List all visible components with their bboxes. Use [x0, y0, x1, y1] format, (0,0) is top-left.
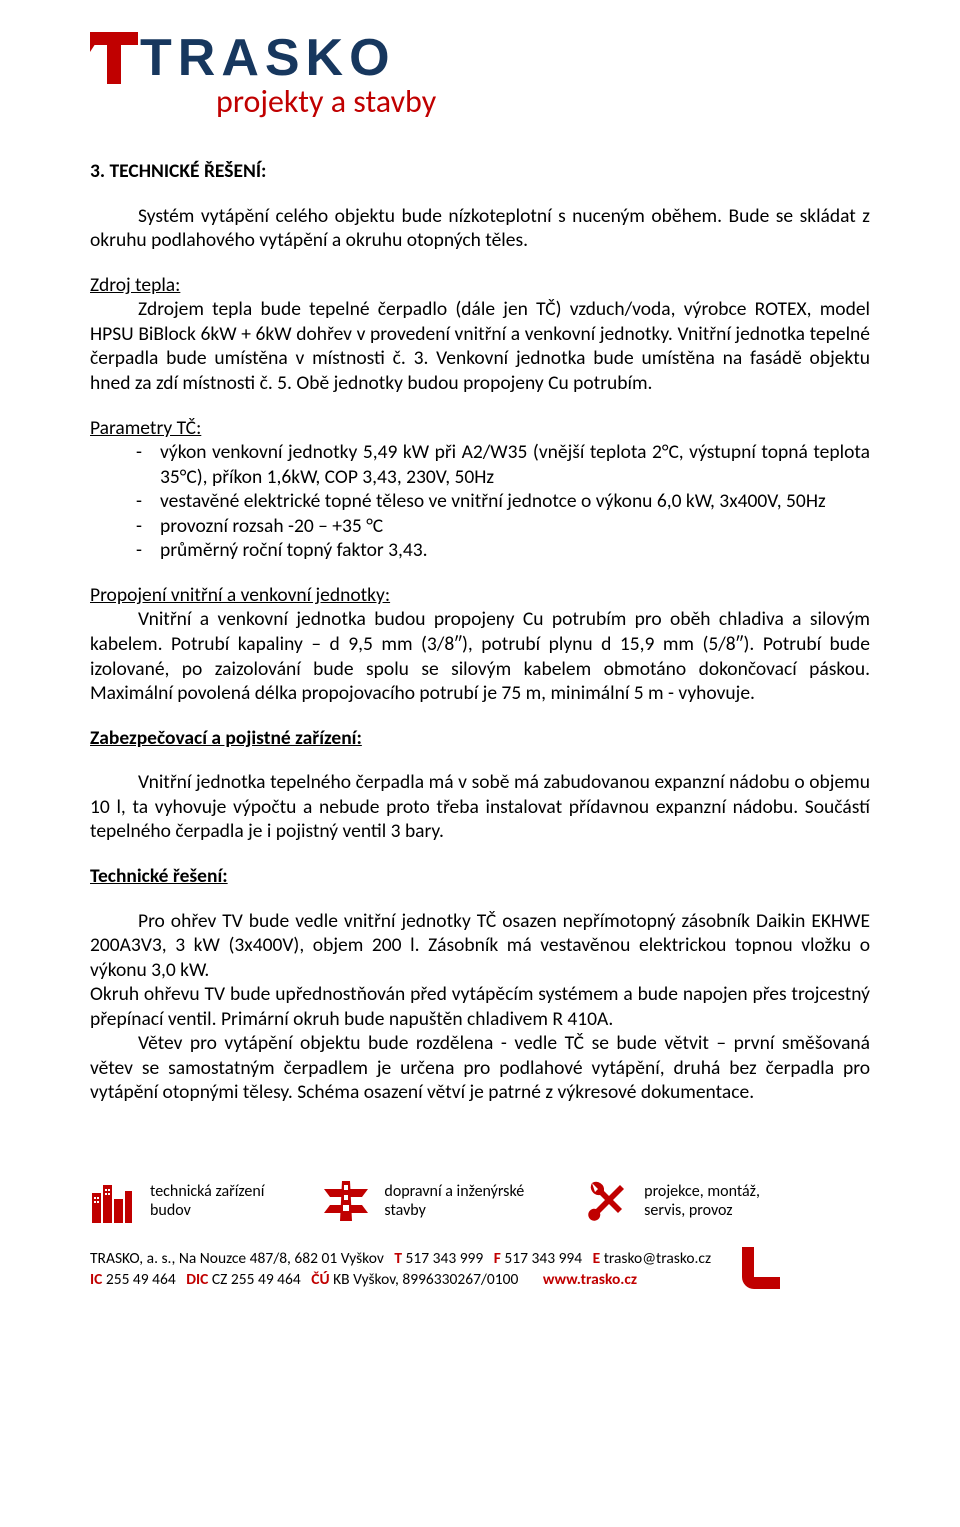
zdroj-label-text: Zdroj tepla: [90, 273, 180, 297]
heading-3: 3. TECHNICKÉ ŘEŠENÍ: [90, 159, 870, 184]
company-name: TRASKO, a. s. [90, 1249, 171, 1268]
propojeni-text: Vnitřní a venkovní jednotka budou propoj… [90, 607, 870, 705]
logo-tagline: projekty a stavby [216, 82, 870, 121]
header-logo: TRASKO projekty a stavby [90, 0, 870, 129]
list-item: průměrný roční topný faktor 3,43. [160, 538, 870, 563]
footer-col-line: servis, provoz [644, 1201, 760, 1220]
zabezpecovaci-label: Zabezpečovací a pojistné zařízení: [90, 726, 870, 751]
list-item: provozní rozsah -20 – +35 °C [160, 514, 870, 539]
footer-col-2-text: dopravní a inženýrské stavby [384, 1182, 524, 1220]
footer-col-1-text: technická zařízení budov [150, 1182, 264, 1220]
technicke-label-text: Technické řešení: [90, 864, 228, 888]
road-icon [324, 1179, 368, 1223]
propojeni-label: Propojení vnitřní a venkovní jednotky: [90, 583, 870, 608]
parametry-label-text: Parametry TČ: [90, 416, 201, 440]
footer-col-line: dopravní a inženýrské [384, 1182, 524, 1201]
list-item: vestavěné elektrické topné těleso ve vni… [160, 489, 870, 514]
footer-col-line: stavby [384, 1201, 524, 1220]
cu-value: KB Vyškov, 8996330267/0100 [333, 1270, 518, 1289]
footer-col-2: dopravní a inženýrské stavby [324, 1179, 524, 1223]
fax-value: 517 343 994 [504, 1249, 582, 1268]
building-icon [90, 1179, 134, 1223]
footer-col-line: projekce, montáž, [644, 1182, 760, 1201]
zabezpecovaci-text: Vnitřní jednotka tepelného čerpadla má v… [90, 770, 870, 844]
technicke-p2: Okruh ohřevu TV bude upřednostňován před… [90, 982, 870, 1031]
company-addr: , Na Nouzce 487/8, 682 01 Vyškov [171, 1249, 383, 1268]
technicke-p3: Větev pro vytápění objektu bude rozdělen… [90, 1031, 870, 1105]
zabezpecovaci-label-text: Zabezpečovací a pojistné zařízení: [90, 726, 362, 750]
footer-col-line: technická zařízení [150, 1182, 264, 1201]
zdroj-text: Zdrojem tepla bude tepelné čerpadlo (dál… [90, 297, 870, 395]
zdroj-label: Zdroj tepla: [90, 273, 870, 298]
footer-col-line: budov [150, 1201, 264, 1220]
propojeni-label-text: Propojení vnitřní a venkovní jednotky: [90, 583, 390, 607]
footer: technická zařízení budov [90, 1179, 870, 1291]
fax-label: F [494, 1249, 501, 1268]
tel-value: 517 343 999 [406, 1249, 484, 1268]
tel-label: T [394, 1249, 402, 1268]
logo-t-icon [90, 32, 138, 84]
ic-label: IC [90, 1270, 102, 1289]
technicke-label: Technické řešení: [90, 864, 870, 889]
tools-icon [584, 1179, 628, 1223]
parametry-label: Parametry TČ: [90, 416, 870, 441]
corner-mark-icon [736, 1247, 780, 1291]
logo-text: TRASKO [140, 28, 396, 88]
list-item: výkon venkovní jednotky 5,49 kW při A2/W… [160, 440, 870, 489]
dic-value: CZ 255 49 464 [212, 1270, 301, 1289]
email-label: E [593, 1249, 601, 1268]
technicke-p1: Pro ohřev TV bude vedle vnitřní jednotky… [90, 909, 870, 983]
web-value: www.trasko.cz [543, 1270, 637, 1289]
ic-value: 255 49 464 [106, 1270, 176, 1289]
footer-col-1: technická zařízení budov [90, 1179, 264, 1223]
footer-col-3: projekce, montáž, servis, provoz [584, 1179, 760, 1223]
intro-paragraph: Systém vytápění celého objektu bude nízk… [90, 204, 870, 253]
document-body: 3. TECHNICKÉ ŘEŠENÍ: Systém vytápění cel… [90, 129, 870, 1105]
footer-columns: technická zařízení budov [90, 1179, 870, 1223]
cu-label: ČÚ [311, 1270, 329, 1289]
logo: TRASKO [90, 28, 870, 88]
email-value: trasko@trasko.cz [604, 1249, 711, 1268]
dic-label: DIC [186, 1270, 208, 1289]
parametry-list: výkon venkovní jednotky 5,49 kW při A2/W… [90, 440, 870, 563]
footer-col-3-text: projekce, montáž, servis, provoz [644, 1182, 760, 1220]
